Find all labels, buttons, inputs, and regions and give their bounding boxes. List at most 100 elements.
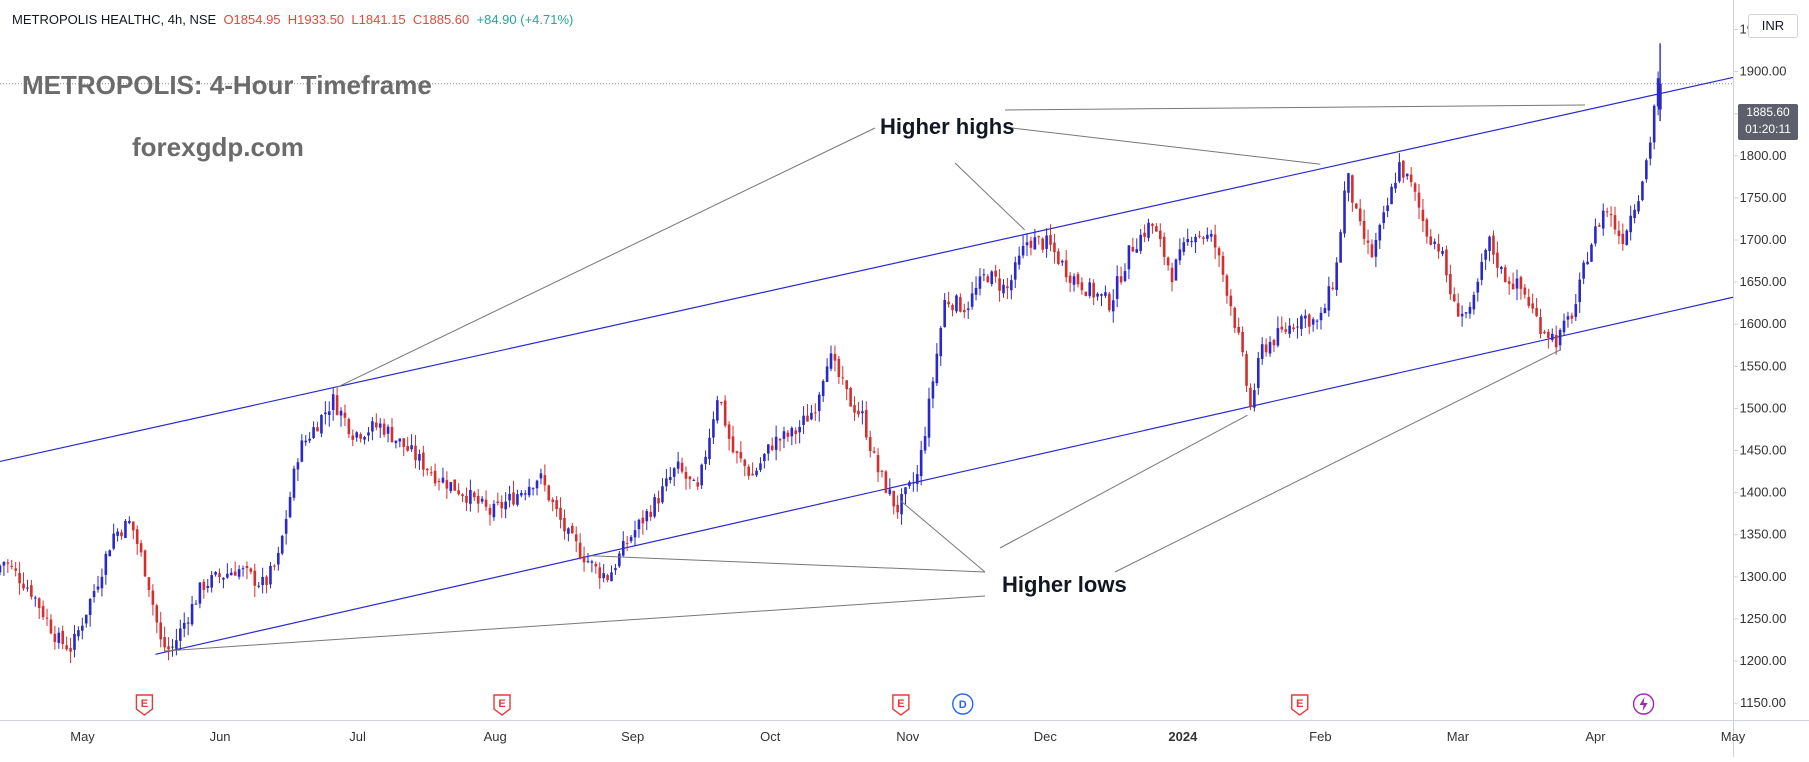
candle-body	[367, 432, 370, 436]
price-tick-label: 1400.00	[1740, 485, 1787, 500]
candle-body	[1574, 304, 1578, 317]
candle-body	[320, 415, 323, 434]
candle-body	[1213, 234, 1217, 248]
candle-body	[335, 395, 339, 415]
candle-body	[1131, 246, 1135, 252]
candle-body	[1147, 222, 1150, 238]
candle-body	[331, 394, 335, 411]
candle-body	[966, 308, 970, 310]
higher-highs-pointer	[954, 162, 1026, 231]
candle-body	[531, 488, 535, 490]
candle-body	[1374, 239, 1378, 257]
candle-body	[1123, 271, 1127, 281]
time-tick-label: Jun	[210, 729, 231, 744]
candle-body	[708, 437, 711, 460]
candle-body	[461, 494, 464, 497]
candle-body	[657, 498, 660, 504]
candle-body	[743, 459, 747, 466]
candle-body	[433, 470, 437, 484]
candle-body	[1029, 240, 1033, 248]
candle-body	[774, 436, 778, 450]
candle-body	[880, 470, 884, 472]
candle-body	[578, 542, 582, 558]
candle-body	[1315, 320, 1319, 322]
price-tick-label: 1300.00	[1740, 569, 1787, 584]
candle-body	[1464, 312, 1468, 314]
candle-body	[1648, 142, 1652, 159]
time-tick-label: 2024	[1168, 729, 1198, 744]
candle-body	[727, 424, 731, 439]
candle-body	[504, 501, 507, 510]
time-tick-label: Nov	[896, 729, 920, 744]
candle-body	[171, 646, 174, 648]
candle-body	[339, 410, 343, 416]
candle-body	[1452, 294, 1456, 302]
candle-body	[1229, 295, 1233, 307]
candle-body	[253, 570, 257, 586]
higher-lows-pointer	[165, 595, 986, 652]
price-tick-label: 1750.00	[1740, 190, 1787, 205]
candle-body	[1598, 225, 1601, 227]
ohlc-low: L1841.15	[351, 12, 406, 27]
price-tick-label: 1200.00	[1740, 653, 1787, 668]
candle-body	[516, 494, 519, 505]
candle-body	[1237, 326, 1240, 333]
candle-body	[1515, 278, 1519, 289]
candle-body	[676, 461, 680, 469]
earnings-badge-letter: E	[1296, 698, 1303, 710]
candle-body	[731, 436, 735, 453]
dividend-badge-shape	[952, 693, 974, 715]
candle-layer	[0, 43, 1662, 664]
candle-body	[790, 427, 794, 437]
price-tick-label: 1650.00	[1740, 274, 1787, 289]
candle-body	[1507, 281, 1511, 284]
candle-body	[198, 582, 202, 604]
candle-body	[586, 561, 590, 563]
earnings-badge-shape	[892, 694, 910, 716]
candle-body	[245, 565, 249, 569]
candle-body	[1476, 281, 1480, 293]
candle-body	[1370, 244, 1374, 258]
candle-body	[986, 276, 990, 283]
candle-body	[1641, 181, 1644, 200]
candle-body	[312, 427, 315, 438]
candle-body	[649, 511, 653, 517]
candle-body	[535, 480, 539, 489]
dividend-badge-letter: D	[959, 699, 967, 711]
candle-body	[116, 531, 119, 536]
candle-body	[692, 479, 696, 481]
candle-body	[653, 497, 656, 517]
candle-body	[1057, 251, 1060, 264]
candle-body	[104, 553, 108, 575]
candle-body	[1652, 105, 1656, 143]
candle-body	[1041, 238, 1044, 250]
candle-body	[292, 468, 296, 498]
candle-body	[88, 598, 92, 615]
candle-body	[1621, 233, 1625, 245]
candle-body	[10, 565, 14, 567]
higher-lows-pointer	[1114, 349, 1562, 573]
candle-body	[512, 492, 515, 505]
candle-body	[1539, 317, 1542, 334]
candle-body	[92, 591, 96, 598]
candle-body	[970, 293, 974, 307]
candle-body	[1284, 329, 1288, 332]
candle-body	[1570, 315, 1574, 319]
lower-trendline	[155, 296, 1734, 655]
candle-body	[908, 482, 911, 487]
candle-body	[814, 412, 817, 414]
candle-body	[1413, 183, 1417, 192]
candle-body	[1492, 235, 1495, 255]
symbol-name[interactable]: METROPOLIS HEALTHC, 4h, NSE	[12, 12, 217, 27]
candle-body	[382, 423, 386, 435]
currency-button[interactable]: INR	[1748, 14, 1798, 38]
candle-body	[1080, 282, 1084, 291]
higher-lows-pointer	[591, 555, 986, 573]
time-tick-label: May	[70, 729, 95, 744]
candle-body	[633, 530, 637, 538]
candle-body	[1398, 162, 1401, 182]
candle-body	[1601, 210, 1605, 229]
